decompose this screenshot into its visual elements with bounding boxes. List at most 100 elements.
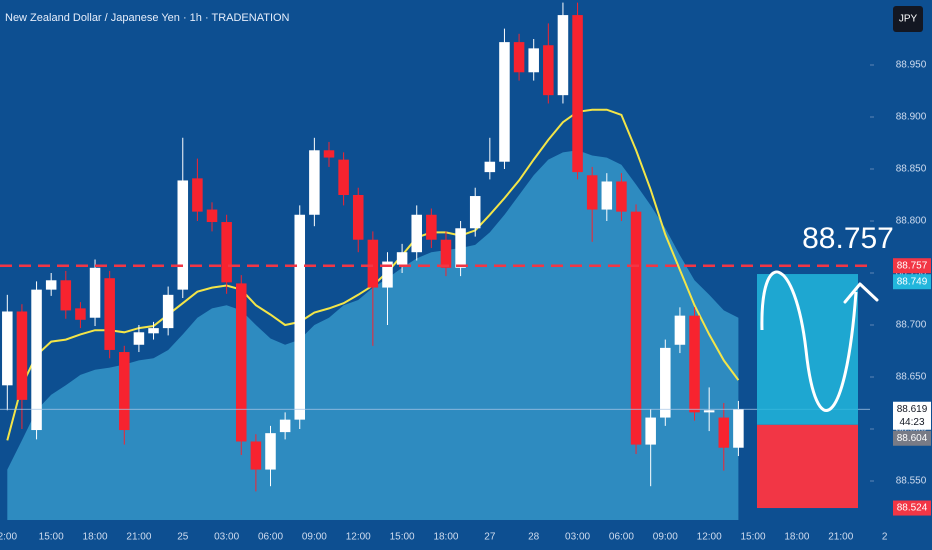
- x-tick-label: 2: [882, 532, 888, 543]
- currency-button[interactable]: [893, 6, 923, 32]
- y-tick-label: 88.650: [896, 372, 927, 383]
- candle-body: [630, 211, 642, 445]
- overlay: 88.757: [0, 222, 894, 509]
- candle-body: [528, 48, 539, 73]
- x-tick-label: 27: [484, 532, 496, 543]
- candle-body: [645, 417, 656, 445]
- x-tick-label: 15:00: [390, 532, 415, 543]
- candle-body: [192, 178, 203, 212]
- x-tick-label: 09:00: [302, 532, 327, 543]
- candle-body: [16, 311, 28, 400]
- price-axis: 2:00 15:00 18:00 21:00 25 03:00 06:00 09:00 12:0…: [0, 60, 931, 543]
- stop-zone: [757, 424, 858, 509]
- y-tick-label: 88.900: [896, 112, 927, 123]
- candle-body: [279, 419, 291, 433]
- candle-body: [426, 214, 437, 240]
- x-tick-label: 18:00: [784, 532, 809, 543]
- candle-body: [235, 283, 247, 442]
- x-tick-label: 09:00: [653, 532, 678, 543]
- candle-body: [689, 315, 700, 413]
- x-tick-label: 15:00: [39, 532, 64, 543]
- candle-body: [133, 332, 145, 345]
- x-tick-label: 21:00: [126, 532, 151, 543]
- candle-body: [674, 315, 686, 345]
- price-label-box: [893, 430, 931, 446]
- candle-body: [367, 239, 379, 288]
- price-label: 88.757: [897, 260, 928, 271]
- candle-body: [75, 308, 86, 320]
- countdown: 44:23: [899, 417, 924, 428]
- x-tick-label: 06:00: [609, 532, 634, 543]
- candle-body: [733, 409, 744, 448]
- x-tick-label: 21:00: [828, 532, 853, 543]
- x-tick-label: 15:00: [741, 532, 766, 543]
- candle-body: [309, 150, 320, 215]
- candle-body: [265, 433, 276, 470]
- candle-body: [455, 228, 466, 268]
- x-tick-label: 06:00: [258, 532, 283, 543]
- y-tick-label: 88.700: [896, 320, 927, 331]
- x-tick-label: 25: [177, 532, 189, 543]
- x-tick-label: 03:00: [565, 532, 590, 543]
- candle-body: [440, 239, 452, 268]
- candle-body: [294, 214, 306, 420]
- candle-body: [104, 278, 115, 350]
- price-label: 88.524: [897, 503, 928, 514]
- candle-body: [162, 294, 174, 329]
- price-label-box: [893, 258, 931, 274]
- candle-body: [411, 214, 422, 253]
- candle-body: [2, 311, 13, 386]
- candle-body: [31, 289, 42, 431]
- candle-body: [352, 195, 364, 240]
- candle-body: [382, 261, 393, 288]
- target-zone: [757, 274, 858, 425]
- x-tick-label: 18:00: [433, 532, 458, 543]
- candle-body: [60, 280, 72, 311]
- candle-body: [543, 45, 554, 96]
- candle-body: [338, 159, 349, 195]
- candle-body: [499, 42, 510, 162]
- x-tick-label: 12:00: [697, 532, 722, 543]
- candle-body: [660, 347, 671, 418]
- x-tick-label: 2:00: [0, 532, 17, 543]
- currency-label: JPY: [899, 14, 918, 25]
- y-tick-label: 88.550: [896, 476, 927, 487]
- candle-body: [119, 352, 130, 431]
- target-price: 88.757: [802, 222, 894, 255]
- plot-area: [2, 2, 744, 521]
- y-tick-label: 88.800: [896, 216, 927, 227]
- candle-body: [586, 175, 598, 210]
- price-label: 88.604: [897, 433, 928, 444]
- candle-body: [469, 196, 481, 229]
- x-tick-label: 28: [528, 532, 540, 543]
- x-tick-label: 12:00: [346, 532, 371, 543]
- candle-body: [572, 15, 583, 173]
- candle-body: [221, 222, 232, 283]
- candle-body: [601, 181, 613, 210]
- candle-body: [484, 161, 496, 173]
- candle-body: [148, 328, 159, 334]
- candle-body: [177, 180, 189, 290]
- candle-body: [45, 280, 57, 290]
- x-tick-label: 03:00: [214, 532, 239, 543]
- price-label-box: [893, 401, 931, 430]
- forecast-arrow: [843, 282, 879, 304]
- candle-body: [89, 267, 101, 318]
- candle-body: [557, 15, 569, 96]
- y-tick-label: 88.850: [896, 164, 927, 175]
- price-label: 88.619: [897, 404, 928, 415]
- candle-body: [703, 410, 715, 413]
- candle-body: [718, 417, 730, 448]
- price-label: 88.749: [897, 276, 928, 287]
- chart-title: New Zealand Dollar / Japanese Yen · 1h ·…: [5, 12, 290, 24]
- y-tick-label: 88.950: [896, 60, 927, 71]
- candle-body: [323, 150, 335, 158]
- candle-body: [616, 181, 627, 212]
- price-label-box: [893, 274, 931, 290]
- candle-body: [396, 252, 408, 265]
- candle-body: [250, 441, 262, 470]
- forecast-curve: [760, 270, 858, 412]
- x-tick-label: 18:00: [83, 532, 108, 543]
- candle-body: [513, 42, 525, 73]
